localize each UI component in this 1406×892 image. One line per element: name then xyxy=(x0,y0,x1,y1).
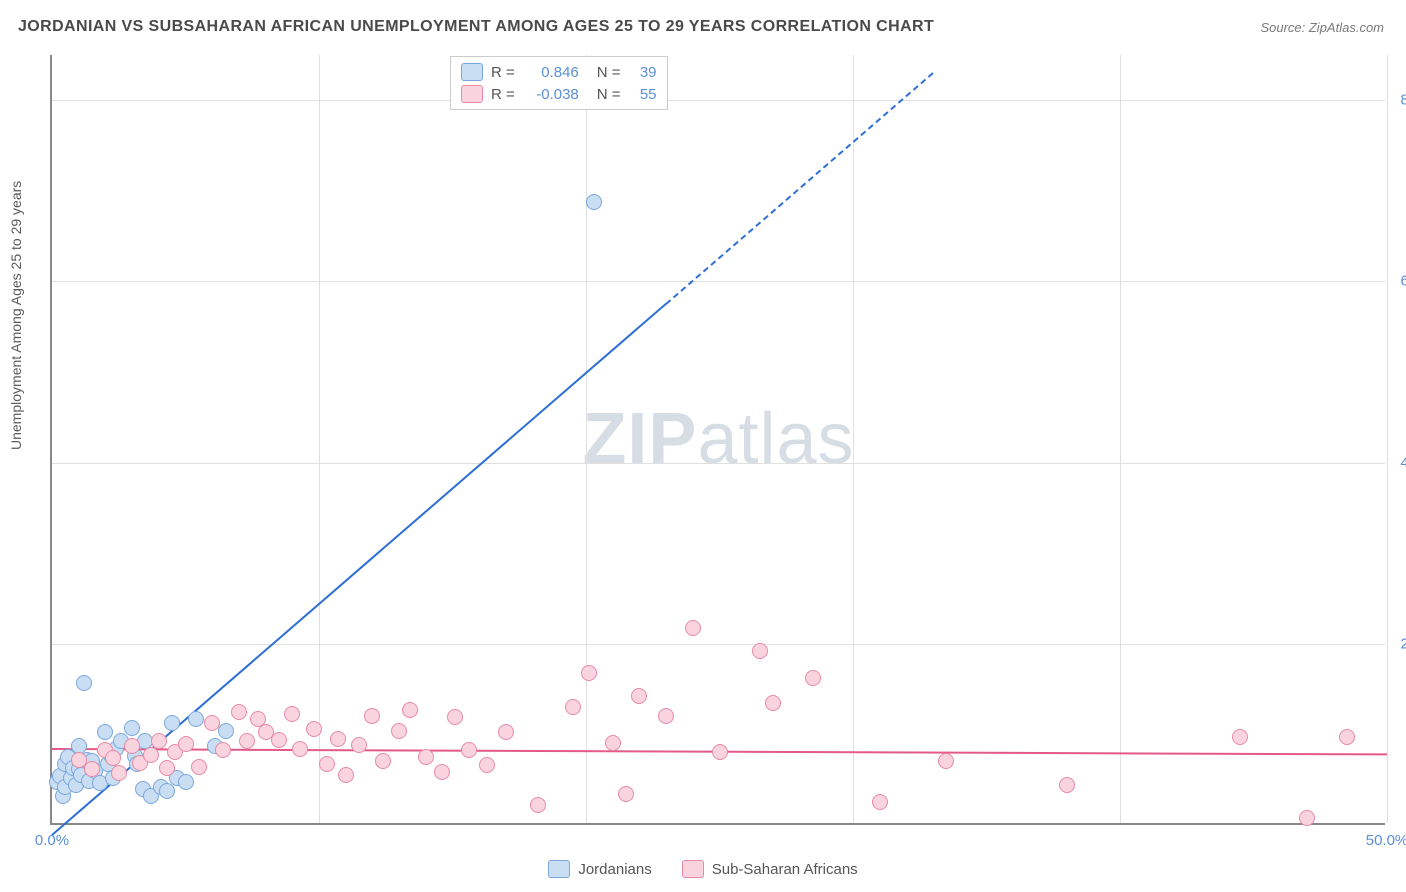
gridline-h xyxy=(52,100,1385,101)
data-point xyxy=(618,786,634,802)
data-point xyxy=(191,759,207,775)
data-point xyxy=(765,695,781,711)
y-tick-label: 40.0% xyxy=(1400,454,1406,471)
legend-n-value: 39 xyxy=(629,64,657,81)
legend-n-value: 55 xyxy=(629,86,657,103)
data-point xyxy=(284,706,300,722)
gridline-h xyxy=(52,463,1385,464)
data-point xyxy=(239,733,255,749)
data-point xyxy=(231,704,247,720)
data-point xyxy=(586,194,602,210)
data-point xyxy=(178,736,194,752)
data-point xyxy=(498,724,514,740)
gridline-h xyxy=(52,644,1385,645)
plot-area: ZIPatlas 20.0%40.0%60.0%80.0%0.0%50.0% xyxy=(50,55,1385,825)
data-point xyxy=(1059,777,1075,793)
data-point xyxy=(215,742,231,758)
legend-item: Jordanians xyxy=(548,860,651,878)
data-point xyxy=(124,738,140,754)
watermark-atlas: atlas xyxy=(697,399,854,479)
series-legend: Jordanians Sub-Saharan Africans xyxy=(0,860,1406,878)
data-point xyxy=(631,688,647,704)
data-point xyxy=(461,742,477,758)
legend-row: R = 0.846 N = 39 xyxy=(461,61,657,83)
y-axis-label: Unemployment Among Ages 25 to 29 years xyxy=(8,181,24,450)
data-point xyxy=(447,709,463,725)
data-point xyxy=(1299,810,1315,826)
legend-swatch xyxy=(461,63,483,81)
legend-r-value: -0.038 xyxy=(523,86,579,103)
data-point xyxy=(872,794,888,810)
gridline-v xyxy=(1387,55,1388,823)
legend-n-label: N = xyxy=(597,64,621,81)
legend-n-label: N = xyxy=(597,86,621,103)
data-point xyxy=(1232,729,1248,745)
data-point xyxy=(938,753,954,769)
data-point xyxy=(658,708,674,724)
gridline-v xyxy=(319,55,320,823)
data-point xyxy=(805,670,821,686)
data-point xyxy=(581,665,597,681)
data-point xyxy=(351,737,367,753)
data-point xyxy=(76,675,92,691)
data-point xyxy=(151,733,167,749)
data-point xyxy=(605,735,621,751)
data-point xyxy=(418,749,434,765)
watermark-zip: ZIP xyxy=(582,399,697,479)
data-point xyxy=(159,783,175,799)
data-point xyxy=(97,724,113,740)
legend-item: Sub-Saharan Africans xyxy=(682,860,858,878)
gridline-h xyxy=(52,281,1385,282)
y-tick-label: 80.0% xyxy=(1400,92,1406,109)
legend-swatch xyxy=(548,860,570,878)
data-point xyxy=(105,750,121,766)
data-point xyxy=(375,753,391,769)
data-point xyxy=(124,720,140,736)
watermark: ZIPatlas xyxy=(582,398,854,480)
data-point xyxy=(364,708,380,724)
y-tick-label: 60.0% xyxy=(1400,273,1406,290)
gridline-v xyxy=(853,55,854,823)
legend-swatch xyxy=(461,85,483,103)
data-point xyxy=(338,767,354,783)
data-point xyxy=(565,699,581,715)
trend-line-extrapolated xyxy=(665,72,933,305)
data-point xyxy=(402,702,418,718)
data-point xyxy=(319,756,335,772)
legend-r-value: 0.846 xyxy=(523,64,579,81)
data-point xyxy=(188,711,204,727)
data-point xyxy=(271,732,287,748)
data-point xyxy=(164,715,180,731)
data-point xyxy=(1339,729,1355,745)
data-point xyxy=(178,774,194,790)
legend-r-label: R = xyxy=(491,86,515,103)
legend-row: R = -0.038 N = 55 xyxy=(461,83,657,105)
data-point xyxy=(330,731,346,747)
data-point xyxy=(306,721,322,737)
data-point xyxy=(712,744,728,760)
data-point xyxy=(84,761,100,777)
legend-label: Sub-Saharan Africans xyxy=(712,861,858,878)
y-tick-label: 20.0% xyxy=(1400,635,1406,652)
legend-swatch xyxy=(682,860,704,878)
data-point xyxy=(292,741,308,757)
x-tick-label: 50.0% xyxy=(1366,832,1406,849)
gridline-v xyxy=(586,55,587,823)
data-point xyxy=(752,643,768,659)
gridline-v xyxy=(1120,55,1121,823)
data-point xyxy=(159,760,175,776)
data-point xyxy=(111,765,127,781)
data-point xyxy=(685,620,701,636)
data-point xyxy=(143,747,159,763)
correlation-legend: R = 0.846 N = 39 R = -0.038 N = 55 xyxy=(450,56,668,110)
legend-r-label: R = xyxy=(491,64,515,81)
data-point xyxy=(204,715,220,731)
legend-label: Jordanians xyxy=(578,861,651,878)
source-attribution: Source: ZipAtlas.com xyxy=(1260,20,1384,35)
data-point xyxy=(391,723,407,739)
data-point xyxy=(530,797,546,813)
chart-title: JORDANIAN VS SUBSAHARAN AFRICAN UNEMPLOY… xyxy=(18,18,934,36)
data-point xyxy=(434,764,450,780)
data-point xyxy=(479,757,495,773)
